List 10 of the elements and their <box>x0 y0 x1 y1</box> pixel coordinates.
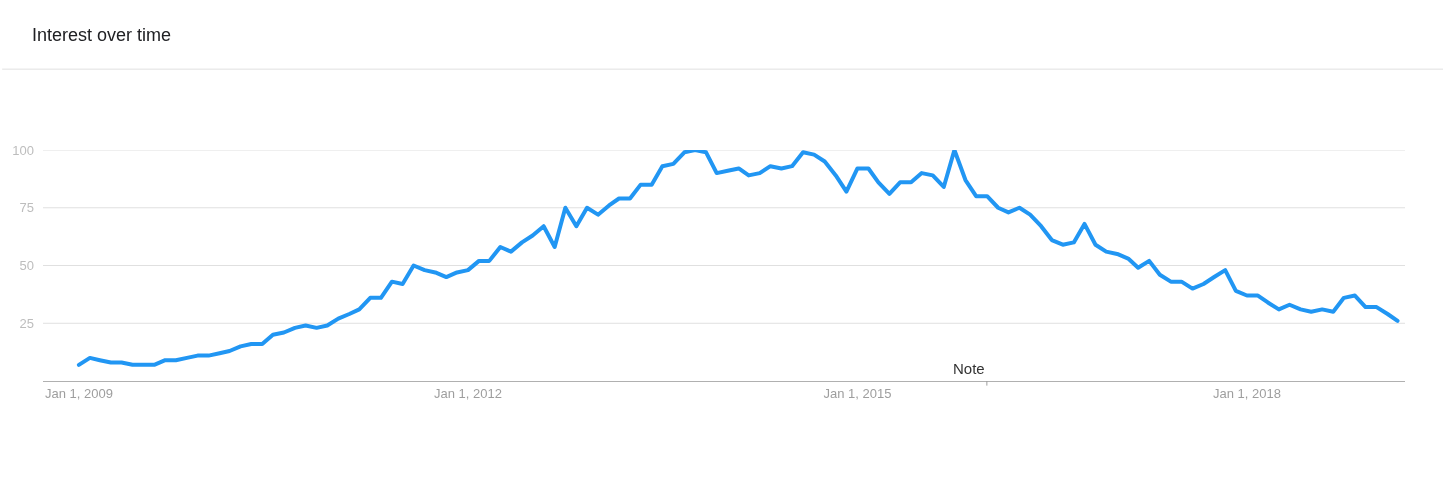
y-tick-label: 75 <box>19 200 34 216</box>
y-tick-label: 25 <box>19 315 34 331</box>
y-tick-label: 50 <box>19 258 34 274</box>
chart-title: Interest over time <box>32 25 172 46</box>
x-tick-label: Jan 1, 2015 <box>823 385 892 401</box>
y-tick-label: 100 <box>12 142 34 158</box>
x-tick-label: Jan 1, 2018 <box>1212 385 1281 401</box>
x-tick-label: Jan 1, 2012 <box>434 385 502 401</box>
annotation: Note <box>953 360 985 377</box>
x-tick-label: Jan 1, 2009 <box>44 385 113 401</box>
